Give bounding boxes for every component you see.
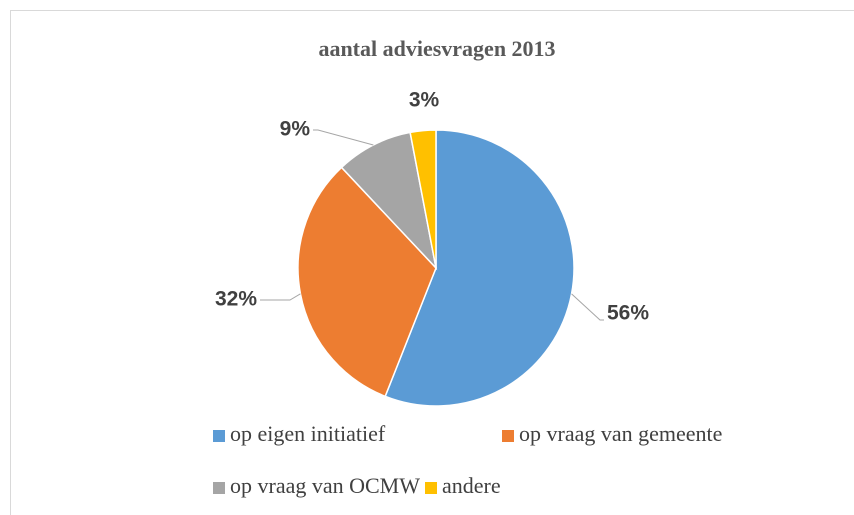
chart-title: aantal adviesvragen 2013	[318, 36, 555, 61]
legend-swatch	[213, 430, 225, 442]
data-label: 9%	[280, 118, 311, 141]
legend-label: op eigen initiatief	[230, 421, 386, 446]
legend-label: andere	[442, 473, 501, 498]
data-label: 3%	[409, 89, 440, 112]
leader-line	[260, 293, 301, 301]
pie-slice	[297, 166, 437, 398]
legend-swatch	[502, 430, 514, 442]
legend-swatch	[425, 482, 437, 494]
legend-label: op vraag van OCMW	[230, 473, 420, 498]
data-label: 56%	[607, 302, 649, 325]
data-label: 32%	[215, 288, 257, 311]
legend-label: op vraag van gemeente	[519, 421, 722, 446]
pie-slice	[409, 129, 437, 269]
legend-swatch	[213, 482, 225, 494]
leader-line	[571, 293, 604, 321]
leader-line	[313, 129, 374, 146]
